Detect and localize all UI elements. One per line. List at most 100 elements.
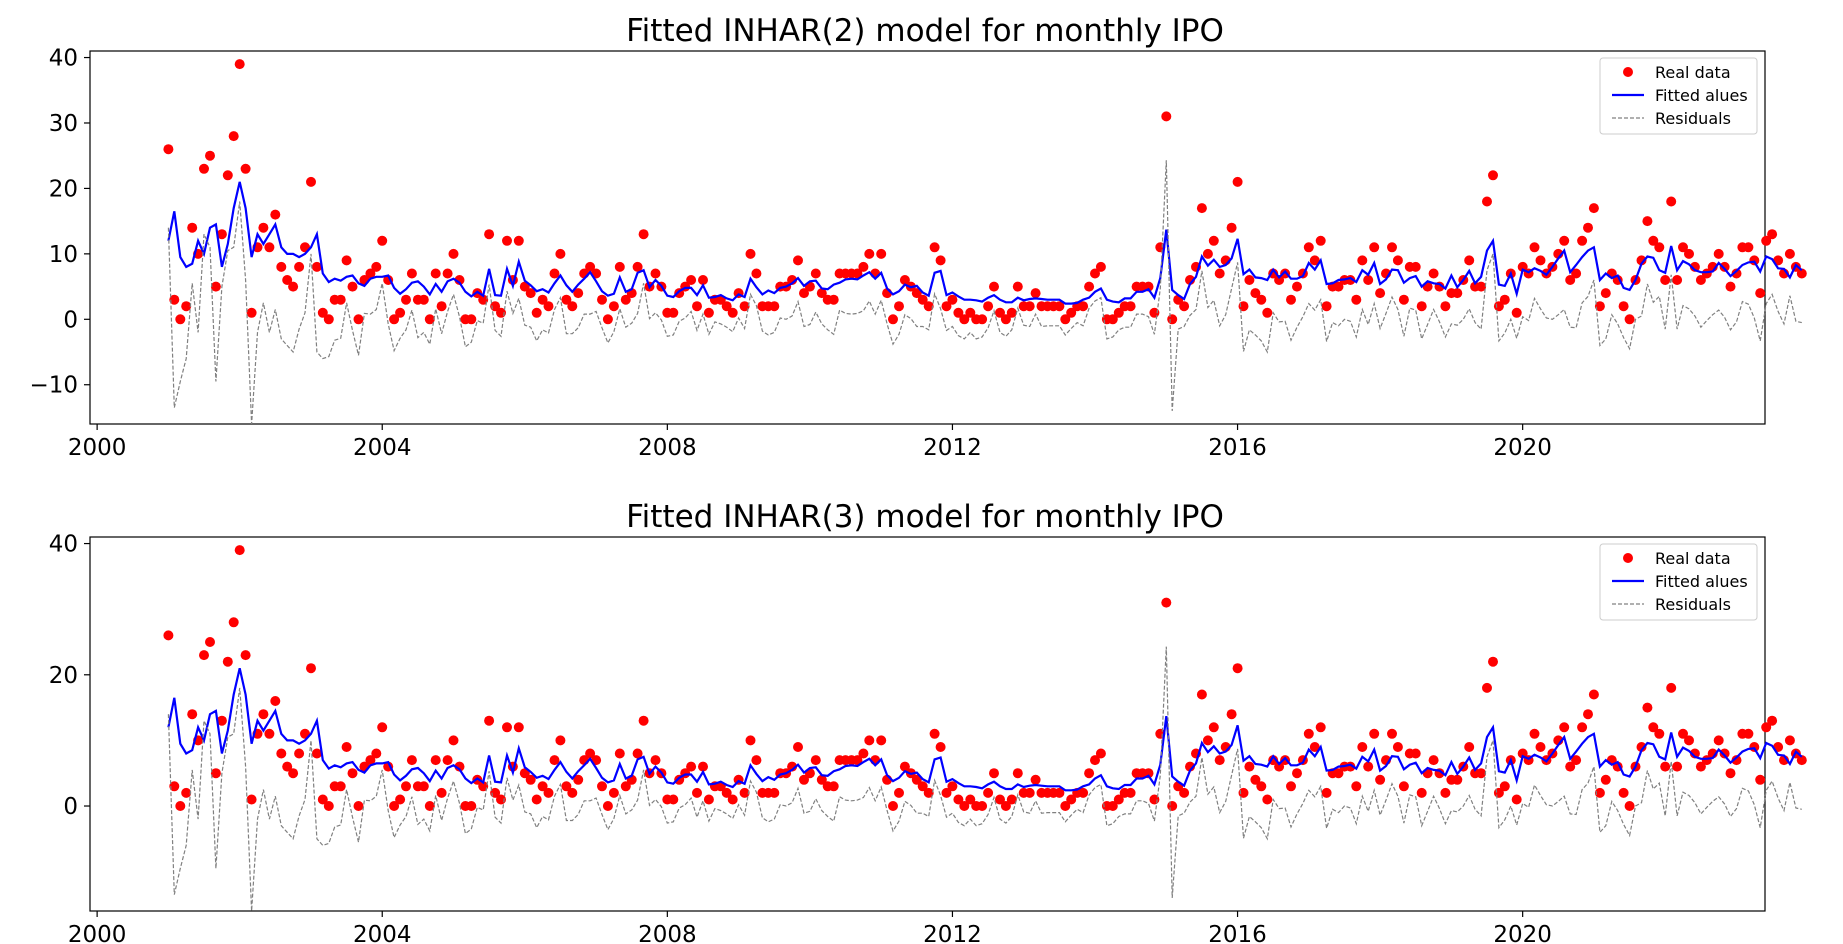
x-tick-label: 2016 bbox=[1208, 435, 1267, 461]
real-data-point bbox=[816, 774, 827, 785]
real-data-point bbox=[614, 748, 625, 759]
real-data-point bbox=[1654, 242, 1665, 253]
real-data-point bbox=[1618, 301, 1629, 312]
x-tick-label: 2004 bbox=[353, 922, 412, 944]
real-data-point bbox=[745, 735, 756, 746]
real-data-point bbox=[1006, 307, 1017, 318]
real-data-point bbox=[240, 163, 251, 174]
real-data-point bbox=[1672, 761, 1683, 772]
real-data-point bbox=[1095, 261, 1106, 272]
real-data-point bbox=[1624, 801, 1635, 811]
real-data-point bbox=[270, 696, 281, 706]
real-data-point bbox=[1107, 801, 1118, 811]
real-data-point bbox=[1084, 768, 1095, 779]
real-data-point bbox=[531, 307, 542, 318]
real-data-point bbox=[424, 801, 435, 811]
real-data-point bbox=[614, 261, 625, 272]
real-data-point bbox=[317, 794, 328, 805]
real-data-point bbox=[721, 787, 732, 798]
real-data-point bbox=[395, 307, 406, 318]
real-data-point bbox=[1321, 301, 1332, 312]
real-data-point bbox=[1642, 702, 1653, 713]
real-data-point bbox=[1244, 761, 1255, 772]
real-data-point bbox=[1012, 281, 1023, 292]
real-data-point bbox=[1428, 755, 1439, 766]
real-data-point bbox=[187, 222, 198, 233]
real-data-point bbox=[1796, 755, 1807, 766]
real-data-point bbox=[941, 301, 952, 312]
real-data-point bbox=[698, 761, 708, 772]
real-data-point bbox=[306, 663, 316, 674]
real-data-point bbox=[371, 748, 382, 759]
real-data-point bbox=[721, 301, 732, 312]
real-data-point bbox=[1090, 755, 1100, 766]
real-data-point bbox=[1476, 281, 1487, 292]
real-data-point bbox=[282, 761, 293, 772]
real-data-point bbox=[585, 748, 596, 759]
real-data-point bbox=[549, 755, 560, 766]
real-data-point bbox=[745, 248, 756, 259]
real-data-point bbox=[1440, 301, 1451, 312]
real-data-point bbox=[1594, 301, 1605, 312]
x-tick-label: 2016 bbox=[1208, 922, 1267, 944]
real-data-point bbox=[246, 794, 257, 805]
real-data-point bbox=[282, 275, 293, 285]
real-data-point bbox=[1464, 255, 1475, 266]
real-data-point bbox=[228, 131, 239, 142]
real-data-point bbox=[899, 761, 910, 772]
real-data-point bbox=[1179, 301, 1190, 312]
y-tick-label: 30 bbox=[49, 111, 78, 137]
real-data-point bbox=[692, 301, 702, 312]
real-data-point bbox=[288, 768, 299, 779]
real-data-point bbox=[1428, 268, 1439, 279]
real-data-point bbox=[739, 787, 750, 798]
real-data-point bbox=[537, 294, 548, 305]
real-data-point bbox=[1292, 768, 1302, 779]
real-data-point bbox=[567, 787, 578, 798]
real-data-point bbox=[353, 314, 364, 325]
x-tick-label: 2000 bbox=[68, 922, 127, 944]
real-data-point bbox=[810, 755, 821, 766]
real-data-point bbox=[573, 774, 584, 785]
real-data-point bbox=[258, 709, 269, 720]
real-data-point bbox=[466, 314, 477, 325]
real-data-point bbox=[1262, 794, 1273, 805]
real-data-point bbox=[234, 545, 245, 556]
real-data-point bbox=[692, 787, 702, 798]
real-data-point bbox=[288, 281, 299, 292]
real-data-point bbox=[686, 275, 697, 285]
real-data-point bbox=[1689, 748, 1700, 759]
real-data-point bbox=[1452, 774, 1463, 785]
real-data-point bbox=[1719, 748, 1730, 759]
real-data-point bbox=[1024, 787, 1035, 798]
real-data-point bbox=[347, 768, 358, 779]
x-tick-label: 2012 bbox=[923, 922, 982, 944]
real-data-point bbox=[478, 294, 489, 305]
real-data-point bbox=[531, 794, 542, 805]
real-data-point bbox=[1387, 242, 1397, 253]
real-data-point bbox=[222, 656, 233, 667]
x-tick-label: 2020 bbox=[1493, 435, 1552, 461]
real-data-point bbox=[335, 781, 346, 792]
real-data-point bbox=[1202, 248, 1213, 259]
real-data-point bbox=[181, 301, 192, 312]
inhar3-chart-title: Fitted INHAR(3) model for monthly IPO bbox=[626, 499, 1224, 535]
real-data-point bbox=[1529, 242, 1540, 253]
real-data-point bbox=[1600, 774, 1611, 785]
real-data-point bbox=[175, 801, 186, 811]
real-data-point bbox=[1678, 728, 1688, 739]
real-data-point bbox=[1577, 235, 1588, 246]
real-data-point bbox=[1226, 709, 1237, 720]
legend-label: Fitted alues bbox=[1655, 86, 1748, 105]
real-data-point bbox=[311, 261, 322, 272]
real-data-point bbox=[650, 268, 661, 279]
real-data-point bbox=[1024, 301, 1035, 312]
real-data-point bbox=[216, 229, 227, 240]
legend-label: Fitted alues bbox=[1655, 572, 1748, 591]
real-data-point bbox=[1012, 768, 1023, 779]
real-data-point bbox=[959, 801, 970, 811]
real-data-point bbox=[222, 170, 233, 181]
legend-label: Residuals bbox=[1655, 595, 1731, 614]
real-data-point bbox=[1571, 755, 1582, 766]
real-data-point bbox=[1345, 275, 1356, 285]
